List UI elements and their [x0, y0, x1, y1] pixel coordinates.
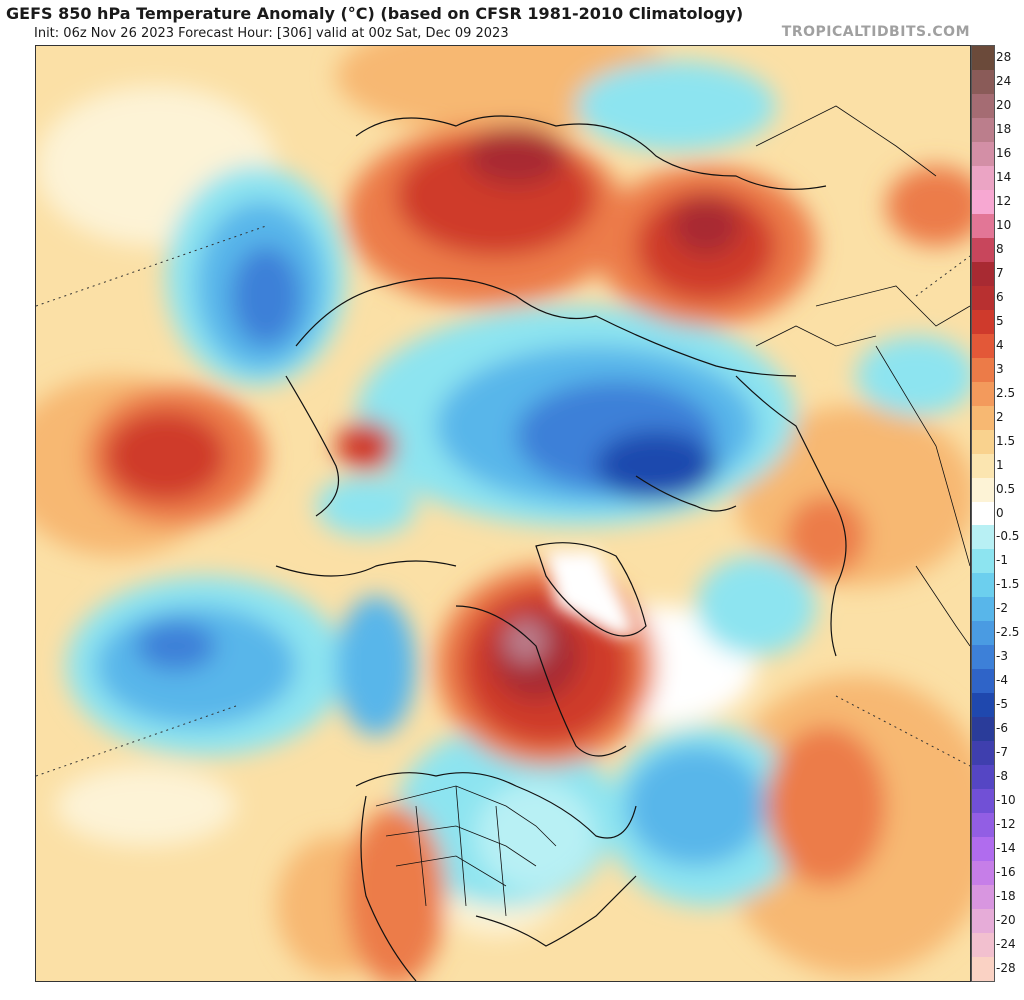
- colorbar-tick-label: 7: [996, 265, 1004, 280]
- colorbar-tick-label: -4: [996, 673, 1008, 688]
- map-subtitle: Init: 06z Nov 26 2023 Forecast Hour: [30…: [34, 26, 509, 41]
- colorbar-swatch: [972, 381, 994, 407]
- colorbar-tick-label: -0.5: [996, 529, 1020, 544]
- colorbar-swatch: [972, 573, 994, 598]
- colorbar-tick-label: 28: [996, 49, 1012, 64]
- colorbar-swatch: [972, 861, 994, 886]
- colorbar-tick-label: -2.5: [996, 625, 1020, 640]
- colorbar-swatch: [972, 165, 994, 191]
- colorbar-swatch: [972, 477, 994, 502]
- colorbar-swatch: [972, 93, 994, 119]
- colorbar-swatch: [972, 837, 994, 862]
- colorbar-tick-label: 20: [996, 97, 1012, 112]
- colorbar-swatch: [972, 189, 994, 215]
- colorbar-tick-label: -12: [996, 817, 1016, 832]
- colorbar-tick-label: 18: [996, 121, 1012, 136]
- colorbar-swatch: [972, 741, 994, 766]
- colorbar-tick-label: -1: [996, 553, 1008, 568]
- colorbar-swatch: [972, 909, 994, 934]
- colorbar-swatch: [972, 261, 994, 287]
- colorbar-tick-label: 0: [996, 505, 1004, 520]
- colorbar-tick-label: -14: [996, 841, 1016, 856]
- colorbar-swatch: [972, 357, 994, 383]
- colorbar-tick-label: 2.5: [996, 385, 1016, 400]
- colorbar-swatch: [972, 549, 994, 574]
- colorbar-swatch: [972, 885, 994, 910]
- colorbar: [971, 45, 995, 982]
- colorbar-swatch: [972, 429, 994, 455]
- anomaly-field: [36, 46, 970, 981]
- colorbar-tick-label: -7: [996, 745, 1008, 760]
- colorbar-tick-label: 10: [996, 217, 1012, 232]
- colorbar-tick-label: -18: [996, 889, 1016, 904]
- colorbar-tick-label: -24: [996, 937, 1016, 952]
- colorbar-swatch: [972, 141, 994, 167]
- colorbar-swatch: [972, 213, 994, 239]
- colorbar-tick-label: -6: [996, 721, 1008, 736]
- colorbar-tick-label: -28: [996, 961, 1016, 975]
- colorbar-tick-label: 2: [996, 409, 1004, 424]
- colorbar-swatch: [972, 669, 994, 694]
- colorbar-swatch: [972, 69, 994, 95]
- colorbar-swatch: [972, 717, 994, 742]
- colorbar-tick-label: 3: [996, 361, 1004, 376]
- colorbar-swatch: [972, 789, 994, 814]
- colorbar-swatch: [972, 765, 994, 790]
- colorbar-swatch: [972, 621, 994, 646]
- colorbar-tick-label: -10: [996, 793, 1016, 808]
- colorbar-swatch: [972, 285, 994, 311]
- colorbar-swatch: [972, 933, 994, 958]
- colorbar-tick-label: -8: [996, 769, 1008, 784]
- colorbar-tick-label: 12: [996, 193, 1012, 208]
- colorbar-swatch: [972, 597, 994, 622]
- colorbar-swatch: [972, 309, 994, 335]
- colorbar-swatch: [972, 957, 994, 982]
- colorbar-tick-label: -1.5: [996, 577, 1020, 592]
- coastlines: [275, 115, 847, 981]
- colorbar-tick-label: -16: [996, 865, 1016, 880]
- colorbar-tick-label: 1.5: [996, 433, 1016, 448]
- anomaly-map: [35, 45, 971, 982]
- colorbar-swatch: [972, 813, 994, 838]
- colorbar-swatch: [972, 46, 994, 71]
- colorbar-tick-label: -20: [996, 913, 1016, 928]
- colorbar-swatch: [972, 525, 994, 550]
- colorbar-tick-label: 6: [996, 289, 1004, 304]
- colorbar-tick-label: -5: [996, 697, 1008, 712]
- site-credit: TROPICALTIDBITS.COM: [781, 24, 970, 40]
- colorbar-swatch: [972, 237, 994, 263]
- colorbar-swatch: [972, 501, 994, 526]
- date-line-dots: [36, 225, 970, 777]
- colorbar-swatch: [972, 453, 994, 479]
- colorbar-tick-label: 8: [996, 241, 1004, 256]
- colorbar-swatch: [972, 405, 994, 431]
- colorbar-tick-label: 16: [996, 145, 1012, 160]
- colorbar-tick-label: 14: [996, 169, 1012, 184]
- colorbar-swatch: [972, 333, 994, 359]
- greenland-neutral-zone: [546, 551, 636, 636]
- colorbar-tick-label: 1: [996, 457, 1004, 472]
- anomaly-map-svg: [36, 46, 970, 981]
- colorbar-tick-label: -2: [996, 601, 1008, 616]
- map-title: GEFS 850 hPa Temperature Anomaly (°C) (b…: [6, 4, 744, 23]
- colorbar-tick-label: 0.5: [996, 481, 1016, 496]
- colorbar-tick-label: 4: [996, 337, 1004, 352]
- borders: [375, 105, 970, 917]
- colorbar-swatch: [972, 117, 994, 143]
- colorbar-swatch: [972, 693, 994, 718]
- colorbar-tick-label: 24: [996, 73, 1012, 88]
- colorbar-tick-label: 5: [996, 313, 1004, 328]
- colorbar-swatch: [972, 645, 994, 670]
- colorbar-tick-label: -3: [996, 649, 1008, 664]
